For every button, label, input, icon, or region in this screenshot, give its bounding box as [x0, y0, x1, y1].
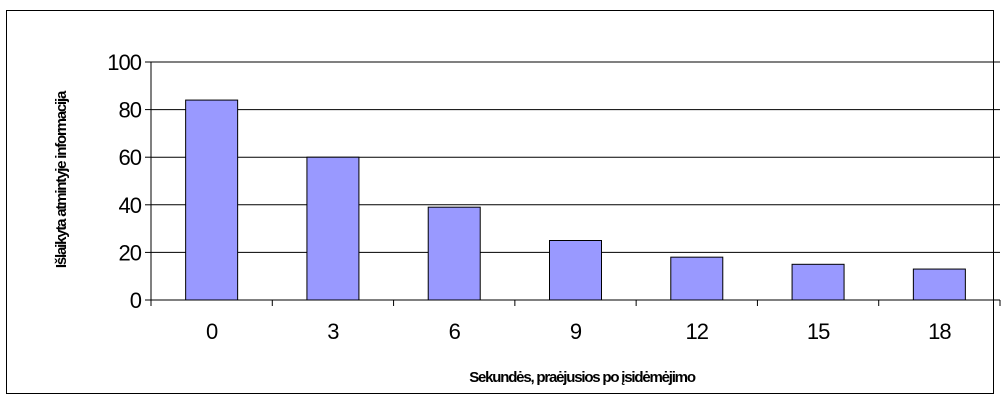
x-tick-labels: 0 3 6 9 12 15 18 [206, 319, 952, 344]
x-tick-label-12: 12 [686, 319, 709, 344]
bars [185, 99, 966, 301]
x-axis-title: Sekundės, praėjusios po įsidėmėjimo [469, 369, 696, 386]
axes [145, 61, 1001, 306]
chart-frame [6, 10, 994, 394]
x-tick-label-0: 0 [206, 319, 218, 344]
bar-15 [791, 263, 845, 301]
y-tick-label-80: 80 [119, 98, 142, 123]
bar-6 [427, 206, 481, 301]
y-tick-label-100: 100 [107, 50, 141, 75]
x-tick-label-15: 15 [807, 319, 830, 344]
bar-12 [670, 256, 724, 301]
bar-3 [306, 156, 360, 301]
bar-0 [185, 99, 239, 301]
y-tick-label-40: 40 [119, 193, 142, 218]
x-tick-label-6: 6 [449, 319, 461, 344]
x-tick-label-3: 3 [327, 319, 339, 344]
y-tick-labels: 0 20 40 60 80 100 [107, 50, 142, 313]
y-axis-title: Išlaikyta atmintyje informacija [53, 90, 70, 268]
y-tick-label-0: 0 [130, 288, 142, 313]
y-tick-label-20: 20 [119, 240, 142, 265]
x-tick-label-9: 9 [570, 319, 582, 344]
y-tick-label-60: 60 [119, 145, 142, 170]
x-tick-label-18: 18 [928, 319, 951, 344]
gridlines [151, 61, 1000, 253]
bar-9 [549, 240, 602, 301]
bar-18 [912, 268, 966, 301]
